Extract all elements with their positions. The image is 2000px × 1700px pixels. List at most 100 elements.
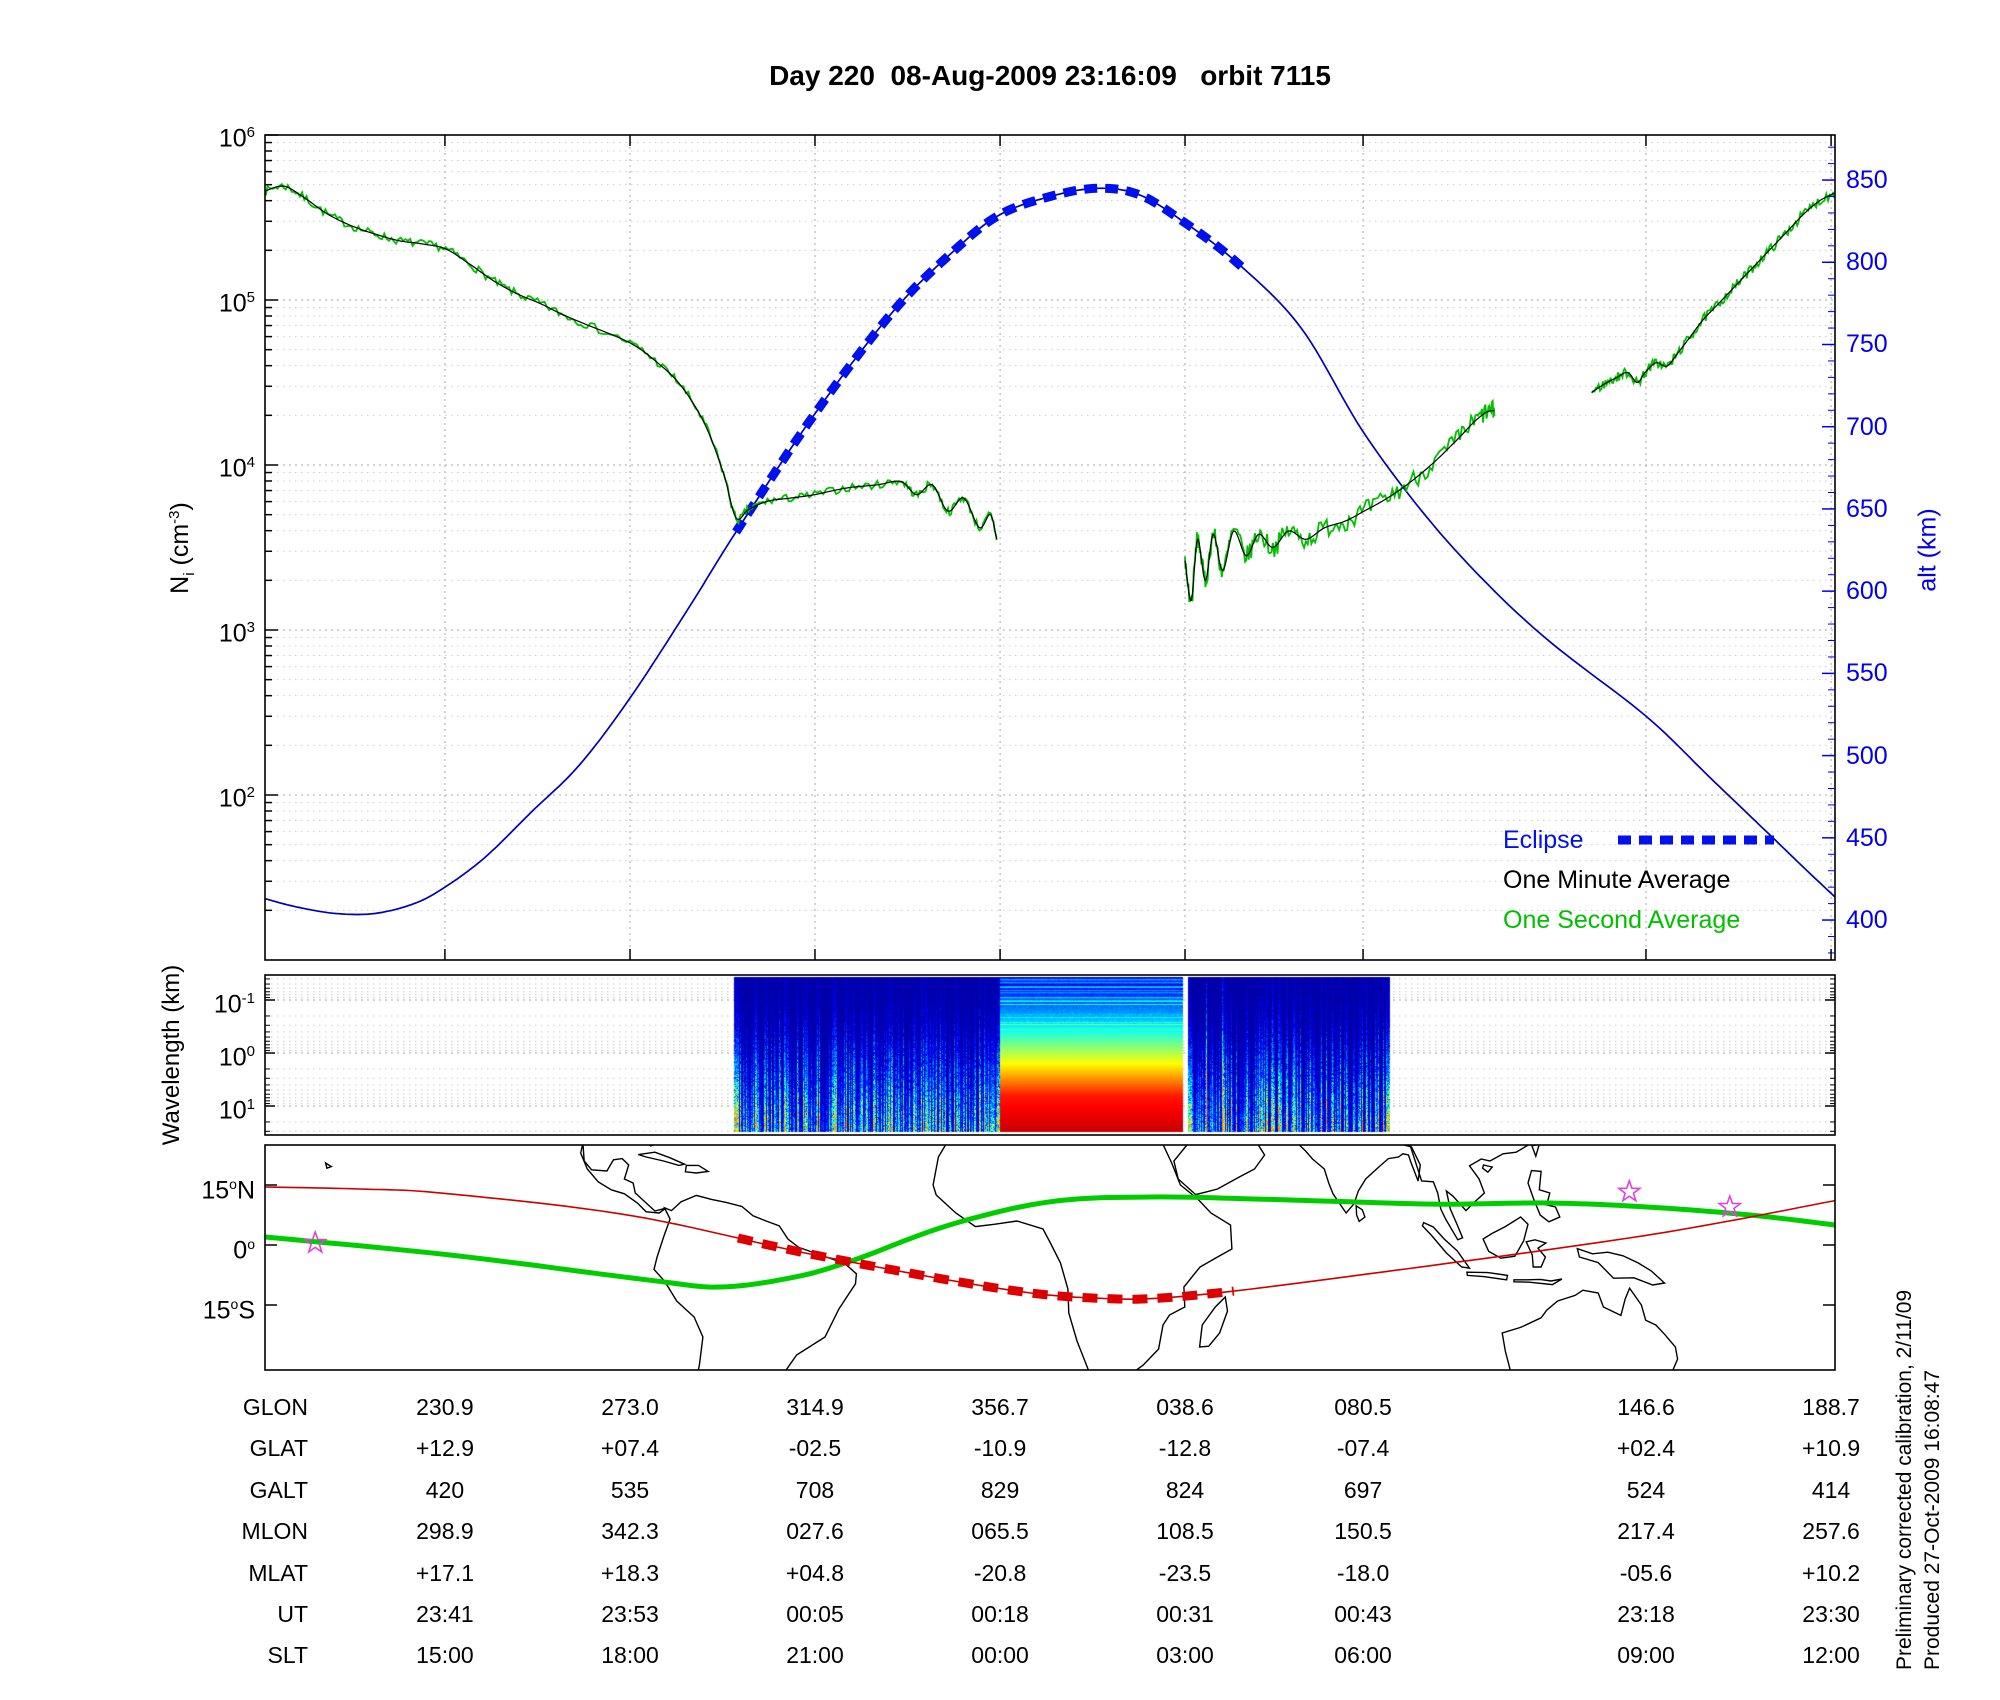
table-cell-mlon-1: 342.3 [601,1518,659,1545]
table-cell-galt-4: 824 [1165,1476,1205,1503]
coastline-sri-lanka [1355,1204,1366,1223]
table-cell-glon-2: 314.9 [786,1394,844,1420]
table-cell-mlon-4: 108.5 [1156,1518,1214,1545]
top-panel-grid [265,135,1835,960]
alt-tick-label: 800 [1846,248,1888,277]
table-cell-mlat-0: +17.1 [415,1559,475,1586]
coastline-madagascar [1198,1295,1229,1348]
table-cell-ut-2: 00:05 [786,1601,844,1627]
coastline-africa [932,1145,1233,1370]
ni-axis-label: Ni (cm-3) [166,502,198,594]
table-cell-slt-4: 03:00 [1156,1642,1214,1669]
one-second-path [265,182,998,540]
table-cell-galt-5: 697 [1343,1476,1383,1503]
alt-tick-label: 550 [1846,659,1888,688]
chart-title: Day 220 08-Aug-2009 23:16:09 orbit 7115 [769,60,1331,91]
table-cell-glon-0: 230.9 [416,1394,474,1420]
map-eclipse-marker [736,1233,1235,1304]
coastline-lesser-sunda [1513,1278,1563,1286]
coastline-arabia [1173,1145,1266,1196]
table-cell-mlon-2: 027.6 [786,1518,844,1545]
table-cell-glat-2: -02.5 [788,1435,842,1462]
alt-tick-label: 450 [1846,823,1888,852]
coastline-sulawesi [1525,1239,1548,1268]
alt-tick-label: 750 [1846,330,1888,359]
table-row-label-mlon: MLON [241,1518,308,1545]
alt-tick-label: 600 [1846,577,1888,606]
legend-minute-label: One Minute Average [1503,866,1731,894]
table-cell-glat-6: +02.4 [1616,1435,1676,1462]
table-cell-glon-7: 188.7 [1802,1394,1860,1420]
table-cell-mlon-3: 065.5 [971,1518,1029,1545]
wl-tick-label: 100 [218,1043,255,1072]
table-cell-glat-5: -07.4 [1336,1435,1390,1462]
table-cell-ut-0: 23:41 [416,1601,474,1627]
map-star [1717,1193,1743,1218]
table-row-label-glat: GLAT [249,1435,308,1462]
alt-tick-label: 650 [1846,494,1888,523]
coastline-taiwan [1530,1145,1540,1159]
wl-tick-label: 101 [218,1096,255,1125]
table-cell-mlat-5: -18.0 [1336,1559,1390,1586]
ni-tick-label: 106 [218,124,255,153]
coastline-philippines [1527,1169,1561,1223]
table-cell-glat-3: -10.9 [973,1435,1027,1462]
table-cell-mlon-7: 257.6 [1802,1518,1860,1545]
eclipse-marker-group [732,183,1247,535]
coastline-gulf-central-america [579,1145,667,1214]
table-cell-glat-1: +07.4 [600,1435,660,1462]
one-minute-path [1184,409,1495,601]
table-cell-ut-3: 00:18 [971,1601,1029,1627]
legend-second-label: One Second Average [1503,906,1741,934]
table-row-label-ut: UT [277,1601,308,1627]
ni-axis-label-exp: -3 [165,510,183,524]
coastline-indochina-china [1409,1145,1530,1241]
note-produced: Produced 27-Oct-2009 16:08:47 [1921,1369,1944,1670]
ni-tick-label: 104 [218,454,255,483]
table-cell-ut-1: 23:53 [601,1601,659,1627]
coastline-india [1298,1145,1422,1215]
table-cell-mlat-6: -05.6 [1619,1559,1673,1586]
table-cell-mlat-4: -23.5 [1158,1559,1212,1586]
table-cell-galt-1: 535 [610,1476,650,1503]
alt-tick-label: 700 [1846,412,1888,441]
table-cell-ut-7: 23:30 [1802,1601,1860,1627]
table-cell-galt-0: 420 [425,1476,465,1503]
map-tick-label: 0o [233,1236,255,1265]
ni-tick-label: 105 [218,289,255,318]
table-cell-glat-0: +12.9 [415,1435,475,1462]
one-minute-path [1591,192,1835,393]
table-row-label-mlat: MLAT [248,1559,308,1586]
wl-tick-label: 10-1 [213,990,255,1019]
coastline-borneo [1482,1216,1529,1259]
table-cell-mlon-5: 150.5 [1334,1518,1392,1545]
table-cell-galt-7: 414 [1811,1476,1851,1503]
panel-border [264,134,1836,961]
ni-axis-label-close: ) [166,502,195,511]
table-cell-galt-3: 829 [980,1476,1020,1503]
table-cell-glon-3: 356.7 [971,1394,1029,1420]
coastline-south-america [653,1194,858,1370]
ni-axis-label-main: N [166,575,195,594]
map-tick-label: 15oN [201,1176,255,1205]
table-cell-glat-4: -12.8 [1158,1435,1212,1462]
orbit-track-curve [265,1186,1835,1300]
table-cell-glon-4: 038.6 [1156,1394,1214,1420]
altitude-curve [265,187,1835,916]
table-cell-mlat-7: +10.2 [1801,1559,1861,1586]
map-layer [265,1145,1835,1370]
table-cell-mlat-3: -20.8 [973,1559,1027,1586]
map-star [1616,1178,1643,1203]
table-cell-slt-3: 00:00 [971,1642,1029,1669]
panel-border [264,1144,1836,1371]
table-cell-glat-7: +10.9 [1801,1435,1861,1462]
one-second-curve [265,182,1835,603]
table-cell-glon-1: 273.0 [601,1394,659,1420]
coastline-hispaniola [684,1164,711,1174]
table-cell-galt-6: 524 [1626,1476,1666,1503]
table-cell-mlat-2: +04.8 [785,1559,845,1586]
map-star [302,1229,328,1254]
magnetic-equator-curve [265,1194,1835,1290]
spectrogram-canvas [265,975,1835,1135]
